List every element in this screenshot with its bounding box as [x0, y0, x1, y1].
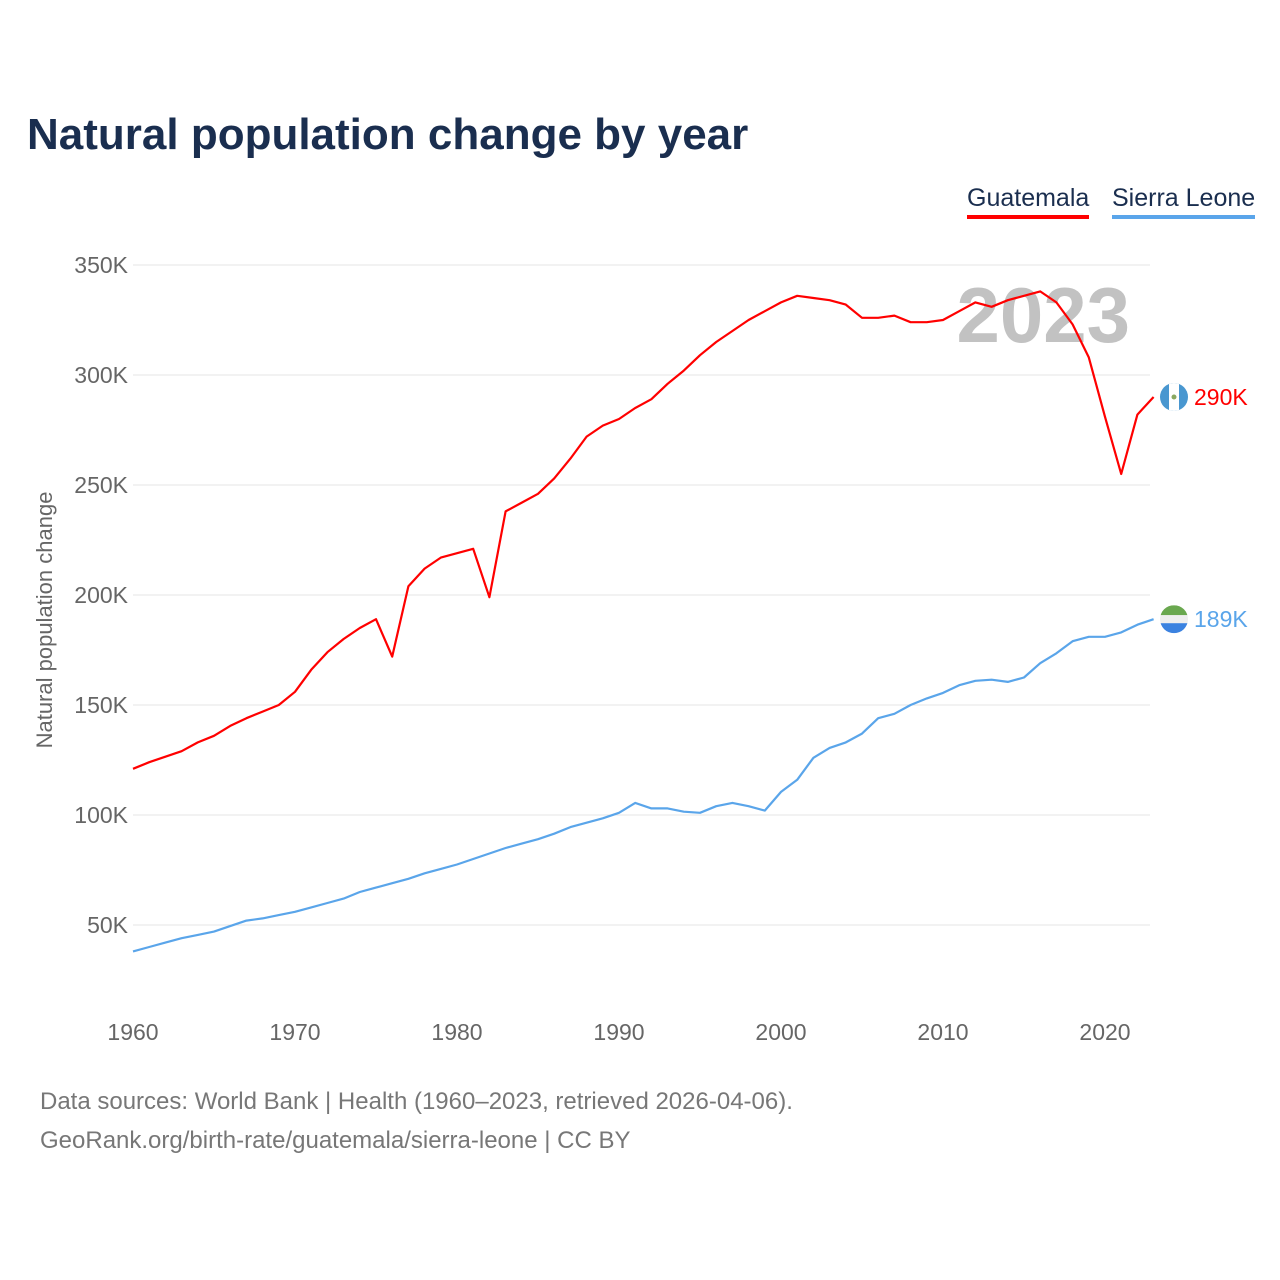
- guatemala-flag-icon: [1160, 383, 1188, 411]
- footer-source: Data sources: World Bank | Health (1960–…: [40, 1088, 793, 1115]
- x-tick-label: 1990: [593, 1019, 644, 1045]
- y-tick-label: 300K: [74, 362, 128, 388]
- x-tick-label: 2010: [917, 1019, 968, 1045]
- legend-item-guatemala[interactable]: Guatemala: [967, 184, 1090, 219]
- series-line-guatemala: [132, 290, 1155, 770]
- x-tick-label: 1980: [431, 1019, 482, 1045]
- flag-emblem: [1171, 394, 1177, 400]
- footer-link[interactable]: GeoRank.org/birth-rate/guatemala/sierra-…: [40, 1127, 631, 1154]
- y-tick-label: 50K: [87, 912, 129, 938]
- x-tick-label: 2000: [755, 1019, 806, 1045]
- x-tick-label: 1970: [269, 1019, 320, 1045]
- y-tick-label: 350K: [74, 252, 128, 278]
- sierra-leone-flag-icon: [1160, 605, 1188, 634]
- line-chart: 50K 100K 150K 200K 250K 300K 350K 1960 1970 1980 1…: [32, 252, 1248, 1045]
- flag-stripe: [1160, 623, 1188, 634]
- end-value-label: 290K: [1194, 384, 1248, 410]
- legend-item-sierra-leone[interactable]: Sierra Leone: [1112, 184, 1256, 219]
- series-line-sierra-leone: [132, 618, 1154, 953]
- x-tick-label: 2020: [1079, 1019, 1130, 1045]
- end-value-label: 189K: [1194, 606, 1248, 632]
- chart-title: Natural population change by year: [27, 110, 749, 159]
- flag-stripe: [1160, 615, 1188, 624]
- year-watermark: 2023: [956, 271, 1130, 359]
- flag-stripe: [1160, 605, 1188, 616]
- y-tick-label: 250K: [74, 472, 128, 498]
- x-tick-label: 1960: [107, 1019, 158, 1045]
- y-axis-label: Natural population change: [32, 492, 57, 749]
- y-tick-label: 150K: [74, 692, 128, 718]
- y-tick-label: 200K: [74, 582, 128, 608]
- y-tick-label: 100K: [74, 802, 128, 828]
